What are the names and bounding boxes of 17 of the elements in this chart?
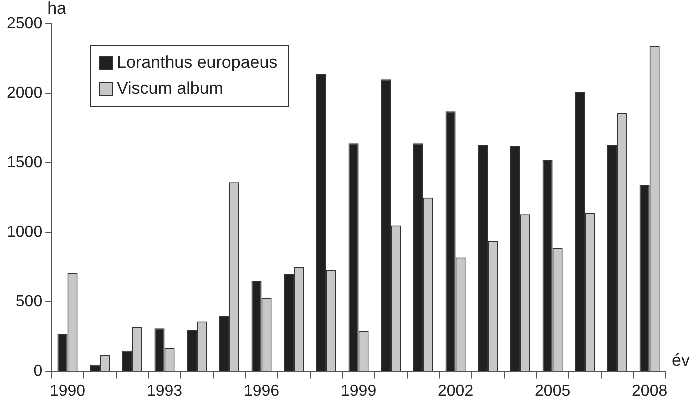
x-tick-label: 1993 xyxy=(146,382,183,400)
x-tick-label: 1990 xyxy=(50,382,86,400)
y-axis-title: ha xyxy=(48,0,68,18)
x-axis-title: év xyxy=(672,350,690,370)
y-tick-label: 2000 xyxy=(7,84,43,102)
x-tick-label: 1999 xyxy=(341,382,377,400)
y-tick-label: 2500 xyxy=(7,15,43,32)
legend-label: Loranthus europaeus xyxy=(117,52,278,74)
y-tick-label: 500 xyxy=(16,294,43,311)
y-tick-label: 1000 xyxy=(7,224,43,242)
x-tick-label: 1996 xyxy=(244,382,280,400)
x-tick-label: 2005 xyxy=(535,382,571,400)
x-tick-label: 2002 xyxy=(438,382,474,400)
x-tick-label: 2008 xyxy=(632,382,668,400)
y-tick-label: 0 xyxy=(34,363,43,380)
y-tick-label: 1500 xyxy=(7,154,43,172)
legend-label: Viscum album xyxy=(117,78,224,100)
